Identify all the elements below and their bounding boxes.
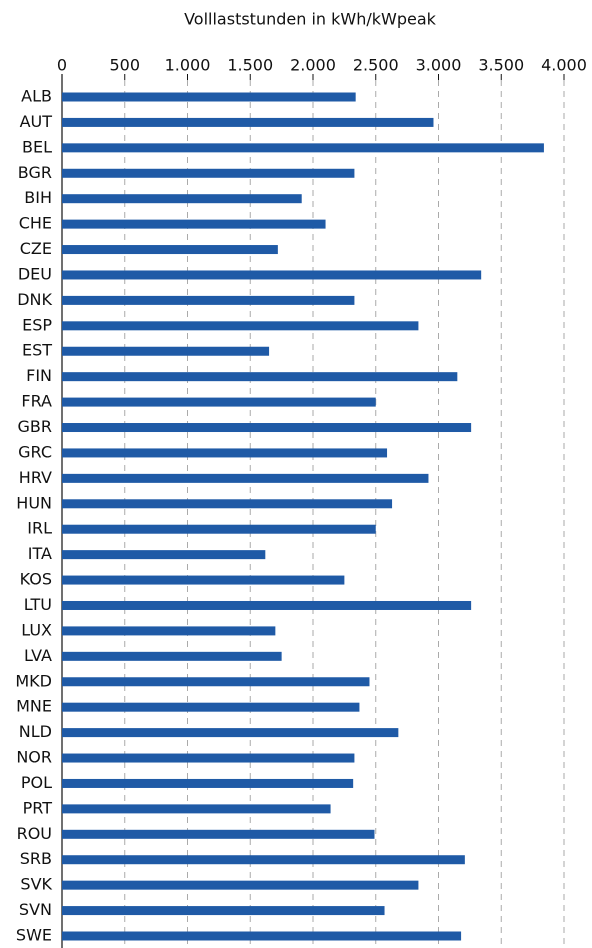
- x-tick-label: 3.500: [478, 56, 524, 75]
- x-tick-label: 1.000: [165, 56, 211, 75]
- chart-title: Volllaststunden in kWh/kWpeak: [184, 10, 437, 29]
- bar: [62, 728, 399, 738]
- y-tick-label: FRA: [21, 392, 52, 411]
- y-tick-label: DEU: [18, 264, 52, 283]
- y-tick-label: AUT: [20, 112, 53, 131]
- bar: [62, 880, 419, 890]
- bar: [62, 677, 370, 687]
- y-tick-label: MKD: [15, 671, 52, 690]
- y-tick-label: ALB: [21, 87, 52, 106]
- y-tick-label: LTU: [24, 595, 52, 614]
- bar: [62, 92, 356, 102]
- y-tick-label: BEL: [22, 137, 52, 156]
- y-tick-label: GBR: [18, 417, 53, 436]
- y-tick-label: FIN: [26, 366, 52, 385]
- bar: [62, 906, 385, 916]
- bar: [62, 575, 345, 585]
- bar: [62, 550, 266, 560]
- bar: [62, 219, 326, 229]
- y-tick-label: GRC: [18, 442, 52, 461]
- bar: [62, 473, 429, 483]
- bar: [62, 270, 482, 280]
- bar: [62, 855, 465, 865]
- bar: [62, 346, 270, 356]
- y-tick-label: LVA: [24, 646, 52, 665]
- bar: [62, 524, 376, 534]
- bar: [62, 423, 472, 433]
- bar: [62, 931, 462, 941]
- y-tick-label: HRV: [19, 468, 52, 487]
- y-tick-label: DNK: [17, 290, 52, 309]
- x-tick-label: 0: [57, 56, 67, 75]
- bar: [62, 626, 276, 636]
- y-tick-label: SVK: [20, 875, 52, 894]
- y-tick-label: ITA: [28, 544, 52, 563]
- y-tick-label: ROU: [17, 824, 52, 843]
- bar: [62, 117, 434, 127]
- x-tick-label: 500: [109, 56, 140, 75]
- y-tick-label: NOR: [16, 748, 52, 767]
- y-tick-label: SVN: [19, 900, 52, 919]
- y-tick-label: ESP: [22, 315, 52, 334]
- bar: [62, 753, 355, 763]
- x-tick-label: 2.000: [290, 56, 336, 75]
- bar: [62, 804, 331, 814]
- bar: [62, 245, 278, 255]
- bar: [62, 143, 544, 153]
- bar: [62, 372, 458, 382]
- bar: [62, 651, 282, 661]
- y-tick-label: NLD: [19, 722, 52, 741]
- bar: [62, 499, 393, 509]
- x-tick-label: 4.000: [541, 56, 587, 75]
- bar: [62, 778, 354, 788]
- y-tick-label: HUN: [16, 493, 52, 512]
- y-tick-label: SRB: [20, 849, 52, 868]
- y-tick-label: CZE: [20, 239, 52, 258]
- bar: [62, 448, 388, 458]
- bar: [62, 321, 419, 331]
- bar: [62, 600, 472, 610]
- y-tick-label: LUX: [21, 620, 52, 639]
- y-tick-label: EST: [22, 341, 52, 360]
- y-tick-label: BIH: [24, 188, 52, 207]
- x-tick-label: 2.500: [353, 56, 399, 75]
- bar: [62, 168, 355, 178]
- y-tick-label: BGR: [18, 163, 52, 182]
- y-tick-label: POL: [21, 773, 52, 792]
- bar: [62, 397, 376, 407]
- y-tick-label: MNE: [16, 697, 52, 716]
- y-tick-label: KOS: [20, 570, 52, 589]
- y-tick-label: IRL: [27, 519, 52, 538]
- x-tick-label: 3.000: [416, 56, 462, 75]
- bar: [62, 295, 355, 305]
- bar: [62, 194, 302, 204]
- y-tick-label: CHE: [19, 214, 52, 233]
- bar: [62, 702, 360, 712]
- bar: [62, 829, 375, 839]
- y-tick-label: PRT: [23, 798, 53, 817]
- x-tick-label: 1.500: [227, 56, 273, 75]
- y-tick-label: SWE: [16, 926, 52, 945]
